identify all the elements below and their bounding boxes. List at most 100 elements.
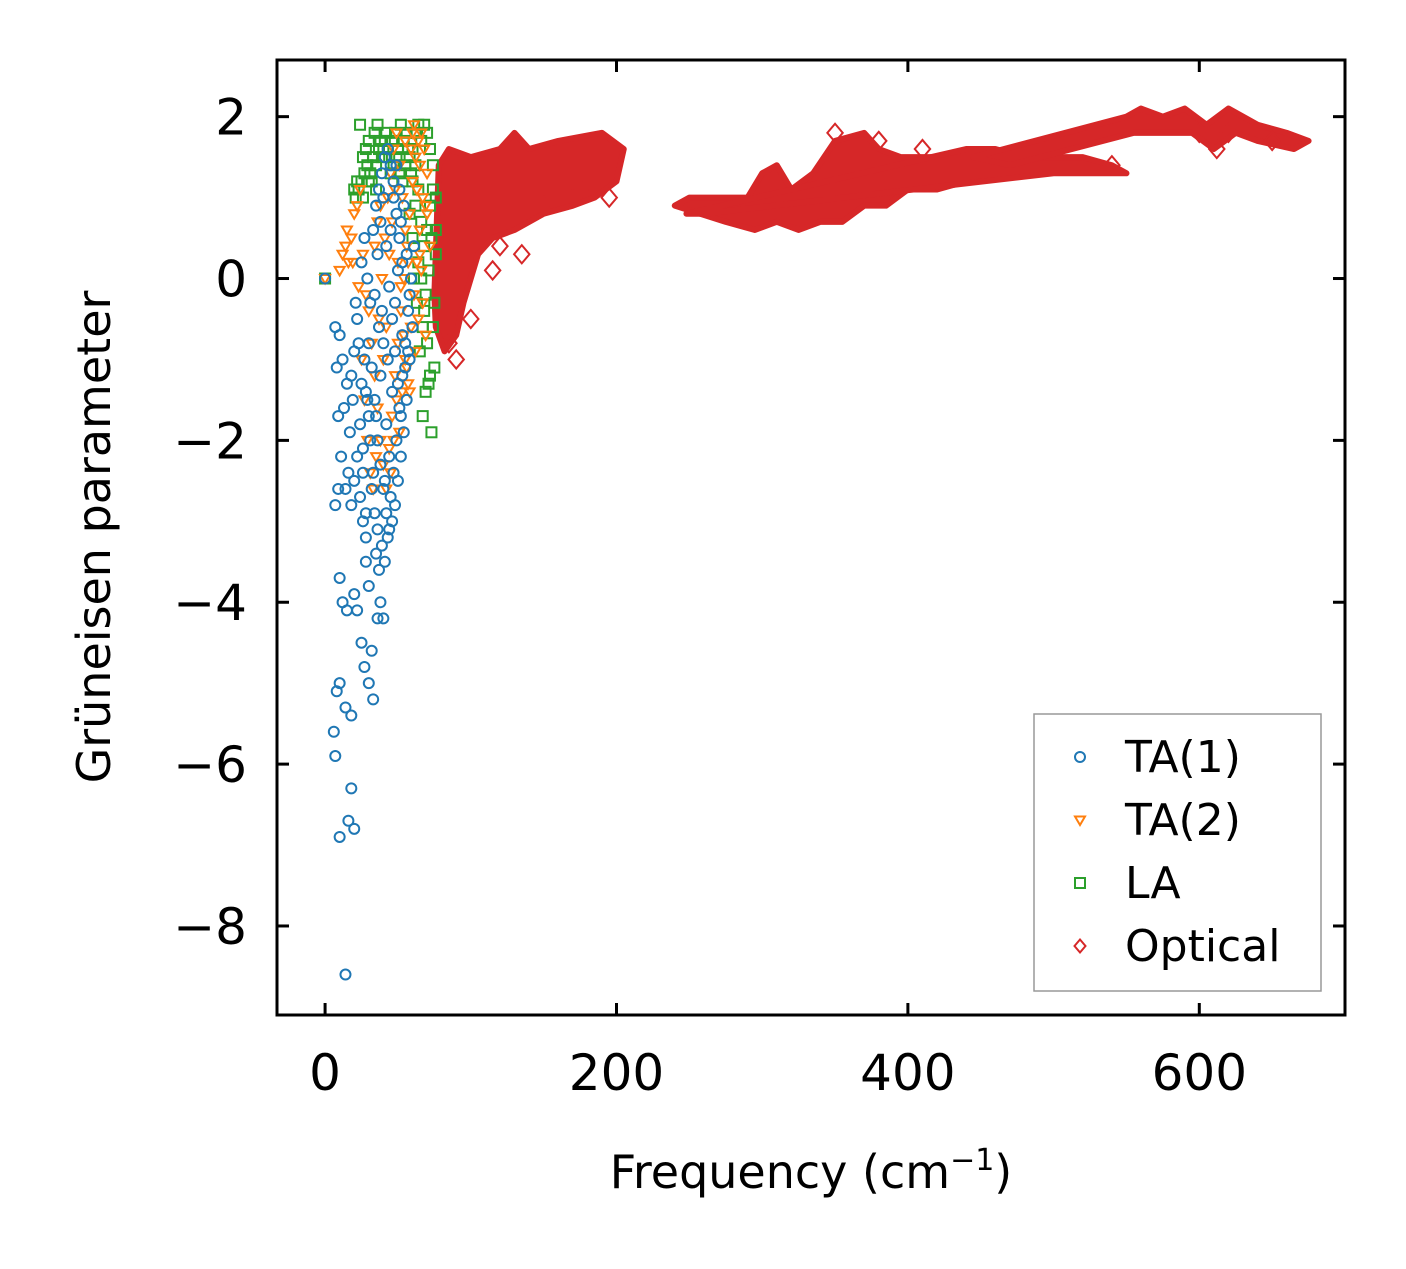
point-ta1: [375, 539, 388, 552]
point-ta1: [358, 353, 371, 366]
point-ta1: [348, 588, 361, 601]
scatter-points: [318, 118, 442, 981]
point-ta2: [378, 233, 392, 246]
point-ta1: [359, 555, 372, 568]
point-ta2: [413, 160, 427, 173]
point-ta1: [391, 264, 404, 277]
point-ta1: [362, 677, 375, 690]
point-ta2: [389, 395, 404, 407]
point-ta2: [386, 144, 401, 156]
point-ta1: [394, 215, 407, 228]
optical-point: [447, 348, 466, 371]
point-ta1: [372, 321, 385, 334]
point-ta2: [418, 201, 433, 213]
point-ta1: [378, 555, 391, 568]
point-ta1: [405, 272, 418, 285]
point-ta1: [403, 288, 416, 301]
point-ta1: [387, 175, 400, 188]
point-ta1: [329, 499, 342, 512]
x-tick-label: 600: [1152, 1044, 1247, 1102]
optical-series: [431, 105, 1312, 371]
point-la: [428, 296, 441, 309]
optical-point: [534, 195, 553, 217]
point-ta1: [345, 782, 358, 795]
point-ta1: [402, 345, 415, 358]
point-ta1: [362, 410, 375, 423]
optical-point: [461, 308, 480, 330]
point-ta2: [382, 443, 396, 456]
x-axis-label-text: Frequency (cm: [610, 1145, 950, 1199]
point-ta1: [378, 474, 391, 487]
point-ta1: [393, 183, 406, 196]
point-ta1: [383, 280, 396, 293]
point-ta2: [346, 257, 360, 270]
point-ta2: [338, 241, 353, 254]
point-ta1: [381, 531, 394, 544]
point-ta1: [367, 693, 380, 706]
point-ta1: [339, 701, 352, 714]
x-axis-label-superscript: −1: [950, 1143, 994, 1178]
point-ta2: [367, 241, 382, 254]
point-ta1: [381, 143, 394, 156]
point-ta1: [380, 507, 393, 520]
point-ta1: [351, 450, 364, 463]
point-ta1: [370, 547, 383, 560]
series-ta2: [318, 120, 437, 496]
point-ta1: [400, 393, 413, 406]
point-ta2: [395, 387, 410, 399]
point-ta1: [396, 329, 409, 342]
point-la: [362, 175, 375, 188]
point-ta2: [417, 144, 431, 156]
x-tick-label: 0: [309, 1044, 341, 1102]
point-ta1: [355, 636, 368, 649]
point-ta1: [345, 499, 358, 512]
point-ta1: [377, 482, 390, 495]
legend-marker: [1073, 937, 1087, 955]
point-ta2: [347, 209, 361, 221]
point-la: [416, 410, 429, 423]
point-ta2: [423, 241, 437, 254]
point-ta1: [374, 369, 387, 382]
optical-point: [512, 243, 531, 265]
point-ta1: [387, 191, 400, 204]
point-ta1: [354, 418, 367, 431]
point-ta2: [414, 128, 428, 140]
point-ta1: [374, 596, 387, 609]
point-ta1: [371, 434, 384, 447]
legend-items: TA(1) TA(2) LA Optical: [1073, 732, 1280, 972]
legend-label: TA(1): [1124, 732, 1241, 783]
legend-label: Optical: [1125, 921, 1280, 972]
point-ta1: [372, 563, 385, 576]
y-tick-label: −2: [173, 412, 247, 470]
point-ta1: [375, 167, 388, 180]
point-ta2: [398, 136, 412, 148]
point-ta1: [365, 644, 378, 657]
point-ta1: [390, 434, 403, 447]
point-ta1: [355, 377, 368, 390]
point-ta2: [405, 128, 420, 140]
point-la: [361, 159, 374, 172]
point-ta1: [380, 240, 393, 253]
point-ta1: [342, 466, 355, 479]
point-la: [426, 183, 439, 196]
point-ta2: [413, 225, 427, 237]
point-ta1: [381, 353, 394, 366]
point-ta2: [350, 201, 364, 213]
y-tick-label: −6: [173, 736, 247, 794]
point-ta1: [374, 215, 387, 228]
point-ta2: [411, 136, 426, 148]
point-la: [413, 345, 426, 358]
point-ta1: [371, 612, 384, 625]
optical-point: [1263, 130, 1282, 152]
point-la: [359, 143, 372, 156]
point-ta1: [361, 272, 374, 285]
point-la: [410, 296, 423, 309]
point-ta1: [359, 531, 372, 544]
point-ta1: [351, 604, 364, 617]
point-ta1: [339, 482, 352, 495]
point-ta1: [406, 321, 419, 334]
point-ta2: [405, 176, 420, 189]
point-ta1: [361, 393, 374, 406]
point-ta1: [343, 426, 356, 439]
point-ta1: [345, 369, 358, 382]
